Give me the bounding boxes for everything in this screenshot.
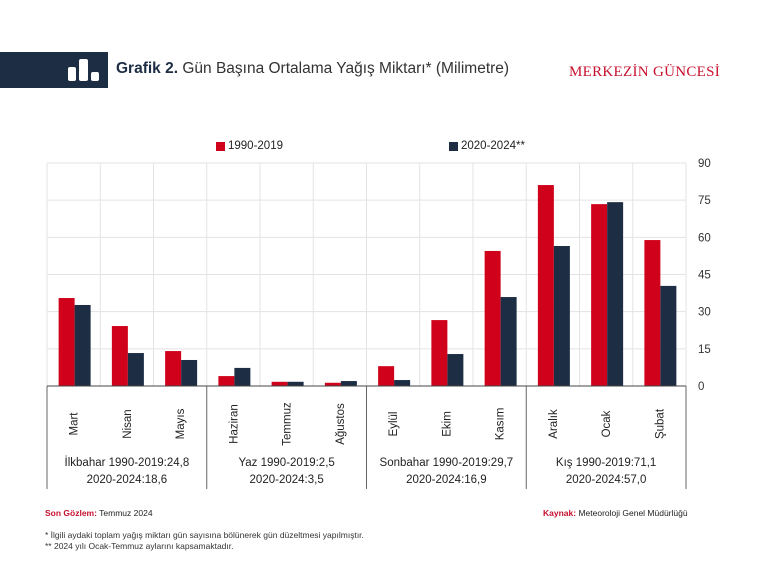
season-label-line1: Kış 1990-2019:71,1 [556,457,656,469]
bar-1990-2019-Mart [58,298,75,386]
y-tick-label: 90 [698,158,711,170]
season-label-line1: Yaz 1990-2019:2,5 [238,457,334,469]
y-tick-label: 15 [698,344,711,356]
x-tick-label: Temmuz [282,402,294,446]
season-label-line2: 2020-2024:16,9 [406,474,487,486]
y-tick-label: 75 [698,195,711,207]
x-tick-label: Mayıs [175,408,187,439]
x-tick-label: Kasım [495,408,507,441]
season-label-line1: İlkbahar 1990-2019:24,8 [65,456,190,469]
y-tick-label: 60 [698,232,711,244]
bar-2020-2024-Mart [74,304,91,386]
chart-title-number: Grafik 2. [116,60,179,77]
source: Kaynak: Meteoroloji Genel Müdürlüğü [543,508,688,518]
bar-2020-2024-Ekim [447,354,464,386]
bar-2020-2024-Haziran [234,367,251,386]
season-label-line1: Sonbahar 1990-2019:29,7 [380,457,514,469]
legend-label: 1990-2019 [228,140,283,152]
bar-2020-2024-Nisan [127,353,144,386]
x-tick-label: Aralık [548,409,560,439]
bar-2020-2024-Ağustos [340,381,357,386]
footnote-2: ** 2024 yılı Ocak-Temmuz aylarını kapsam… [45,541,234,551]
y-tick-label: 30 [698,307,711,319]
footnote-1: * İlgili aydaki toplam yağış miktarı gün… [45,530,364,540]
x-tick-label: Şubat [654,408,666,439]
chart-title-text: Gün Başına Ortalama Yağış Miktarı* (Mili… [178,60,510,77]
x-tick-label: Mart [69,412,81,436]
x-tick-label: Ocak [601,410,613,437]
bar-2020-2024-Temmuz [287,381,304,386]
bar-1990-2019-Haziran [218,376,235,386]
x-tick-label: Haziran [228,404,240,444]
source-label: Kaynak: [543,508,577,518]
legend-item-2020-2024: 2020-2024** [449,140,525,152]
bar-1990-2019-Ekim [431,320,448,386]
legend-swatch-navy [449,141,458,151]
last-observation-value: Temmuz 2024 [96,508,153,518]
x-tick-label: Ağustos [335,403,347,445]
bar-1990-2019-Aralık [537,185,554,386]
season-label-line2: 2020-2024:3,5 [250,474,324,486]
bar-chart-icon [68,59,99,81]
season-label-line2: 2020-2024:18,6 [87,474,168,486]
y-tick-label: 45 [698,270,711,282]
bar-1990-2019-Mayıs [165,351,182,386]
legend-swatch-red [216,141,225,151]
chart-title: Grafik 2. Gün Başına Ortalama Yağış Mikt… [116,60,509,78]
bar-1990-2019-Şubat [644,240,661,386]
bar-1990-2019-Ağustos [324,382,341,386]
y-tick-label: 0 [698,381,704,393]
bar-2020-2024-Şubat [660,285,677,386]
legend-label: 2020-2024** [461,140,525,152]
bar-2020-2024-Aralık [553,246,570,386]
bar-2020-2024-Kasım [500,297,517,386]
bar-1990-2019-Kasım [484,250,501,386]
brand-logo: MERKEZİN GÜNCESİ [569,64,721,80]
bar-1990-2019-Eylül [378,366,395,386]
source-value: Meteoroloji Genel Müdürlüğü [576,508,688,518]
season-label-line2: 2020-2024:57,0 [566,474,647,486]
last-observation-label: Son Gözlem: [45,508,97,518]
bar-2020-2024-Mayıs [181,359,198,386]
legend-item-1990-2019: 1990-2019 [216,140,283,152]
bar-1990-2019-Temmuz [271,381,288,386]
bar-1990-2019-Ocak [591,204,608,386]
x-tick-label: Ekim [441,411,453,437]
bar-1990-2019-Nisan [111,326,128,386]
bar-2020-2024-Eylül [394,380,411,386]
header-band [0,52,108,88]
x-tick-label: Eylül [388,412,400,437]
x-tick-label: Nisan [122,409,134,438]
last-observation: Son Gözlem: Temmuz 2024 [45,508,153,518]
bar-2020-2024-Ocak [607,202,624,386]
